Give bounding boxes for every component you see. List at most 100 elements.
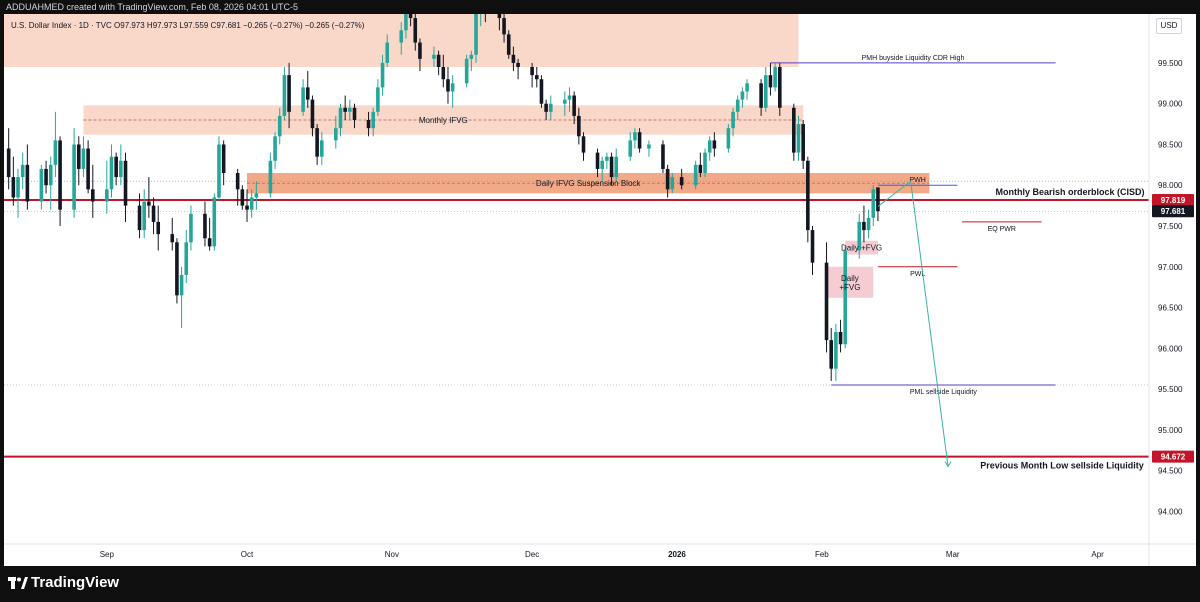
- candle-body: [109, 156, 114, 190]
- candle-2025-12-26: [647, 140, 651, 157]
- candle-body: [707, 140, 712, 153]
- price-label-box: [1152, 450, 1194, 463]
- candle-body: [39, 168, 44, 202]
- candle-body: [712, 140, 717, 149]
- candle-2025-10-02: [249, 189, 254, 218]
- candle-2025-12-10: [572, 91, 576, 125]
- price-tick-label: 95.500: [1158, 385, 1183, 394]
- candle-2025-09-08: [137, 193, 142, 239]
- candle-body: [474, 14, 478, 55]
- candle-2025-11-06: [413, 14, 418, 51]
- candle-body: [605, 156, 609, 161]
- candle-body: [319, 140, 324, 157]
- candle-2026-02-02: [824, 242, 829, 353]
- candle-body: [170, 234, 175, 243]
- candle-body: [11, 177, 16, 198]
- candle-body: [647, 144, 651, 149]
- candle-2025-08-25: [72, 128, 76, 218]
- candle-2025-12-12: [581, 132, 586, 161]
- candle-2025-11-11: [436, 50, 441, 76]
- candle-2025-08-15: [25, 144, 30, 210]
- candle-body: [114, 156, 118, 178]
- candle-body: [735, 99, 740, 112]
- candle-body: [548, 103, 553, 112]
- eq-pwr-line-label: EQ PWR: [988, 226, 1016, 233]
- candle-body: [147, 201, 151, 206]
- candle-2025-09-03: [114, 152, 118, 186]
- candle-2026-01-29: [806, 156, 810, 243]
- candle-body: [544, 103, 548, 112]
- candle-2025-08-12: [11, 156, 16, 206]
- candle-2025-08-11: [6, 128, 11, 190]
- candle-2025-11-14: [450, 75, 455, 108]
- candle-body: [703, 152, 707, 173]
- candle-body: [189, 213, 193, 243]
- candle-body: [810, 230, 815, 263]
- candle-2025-11-13: [446, 67, 450, 104]
- price-label-box: [1152, 205, 1194, 218]
- candle-body: [637, 132, 642, 149]
- candle-2025-10-15: [310, 95, 315, 137]
- candle-body: [277, 115, 282, 137]
- ohlc-values: O97.973 H97.973 L97.559 C97.681 −0.265 (…: [114, 21, 365, 30]
- candlestick-chart[interactable]: Monthly IFVG Daily IFVG Suspension Block D…: [4, 14, 1196, 566]
- candle-2025-10-29: [376, 79, 380, 116]
- candle-2025-11-18: [469, 50, 474, 72]
- candle-2025-11-21: [484, 14, 486, 23]
- symbol-legend[interactable]: U.S. Dollar Index · 1D · TVC O97.973 H97…: [11, 21, 364, 30]
- candle-2025-11-19: [474, 14, 478, 63]
- candle-2026-01-26: [792, 103, 796, 161]
- candle-2025-09-05: [123, 152, 128, 222]
- price-tick-label: 97.000: [1158, 263, 1183, 272]
- candle-body: [777, 67, 782, 108]
- candle-body: [86, 148, 90, 190]
- candle-body: [731, 111, 735, 129]
- candle-body: [179, 274, 184, 296]
- candle-body: [142, 201, 147, 231]
- candle-body: [834, 332, 838, 369]
- candle-2026-01-27: [796, 115, 801, 161]
- candle-2025-10-06: [268, 152, 273, 198]
- candle-body: [76, 144, 81, 169]
- candle-2025-12-18: [609, 152, 614, 186]
- candle-body: [661, 144, 665, 169]
- candle-2025-09-11: [151, 197, 156, 235]
- candle-2025-09-29: [235, 168, 240, 206]
- currency-button[interactable]: USD: [1156, 18, 1182, 34]
- candle-body: [245, 205, 249, 210]
- candle-body: [563, 99, 567, 104]
- candle-body: [600, 160, 605, 169]
- candle-2026-01-19: [759, 79, 763, 116]
- price-tick-label: 96.500: [1158, 304, 1183, 313]
- chart-frame[interactable]: Monthly IFVG Daily IFVG Suspension Block D…: [4, 14, 1196, 566]
- candle-2025-10-17: [319, 132, 324, 165]
- candle-2025-09-10: [147, 177, 151, 218]
- candle-body: [679, 177, 684, 186]
- price-label-box: [1152, 193, 1194, 206]
- candle-2025-10-28: [371, 107, 376, 137]
- monthly-bearish-orderblock-label: Monthly Bearish orderblock (CISD): [995, 187, 1144, 197]
- candle-body: [6, 148, 11, 178]
- candle-2025-09-15: [170, 217, 175, 251]
- candle-2026-01-09: [712, 132, 717, 157]
- symbol-name[interactable]: U.S. Dollar Index · 1D · TVC: [11, 21, 112, 30]
- candle-body: [20, 164, 25, 178]
- candle-body: [567, 95, 572, 100]
- time-tick-label: 2026: [668, 550, 686, 559]
- candle-2026-01-14: [735, 95, 740, 120]
- candle-body: [693, 164, 698, 186]
- candle-body: [90, 189, 95, 202]
- price-tick-label: 99.000: [1158, 100, 1183, 109]
- candle-body: [824, 262, 829, 341]
- candle-2025-12-11: [577, 107, 581, 145]
- candle-2025-11-04: [404, 14, 408, 39]
- candle-body: [534, 75, 539, 80]
- candle-body: [212, 197, 217, 247]
- candle-2025-09-09: [142, 189, 147, 239]
- candle-2025-12-02: [534, 67, 539, 88]
- candle-2025-10-27: [366, 111, 371, 137]
- candle-body: [53, 140, 58, 165]
- candle-body: [633, 132, 637, 141]
- tradingview-logo-icon: [8, 577, 28, 589]
- candle-body: [249, 197, 254, 210]
